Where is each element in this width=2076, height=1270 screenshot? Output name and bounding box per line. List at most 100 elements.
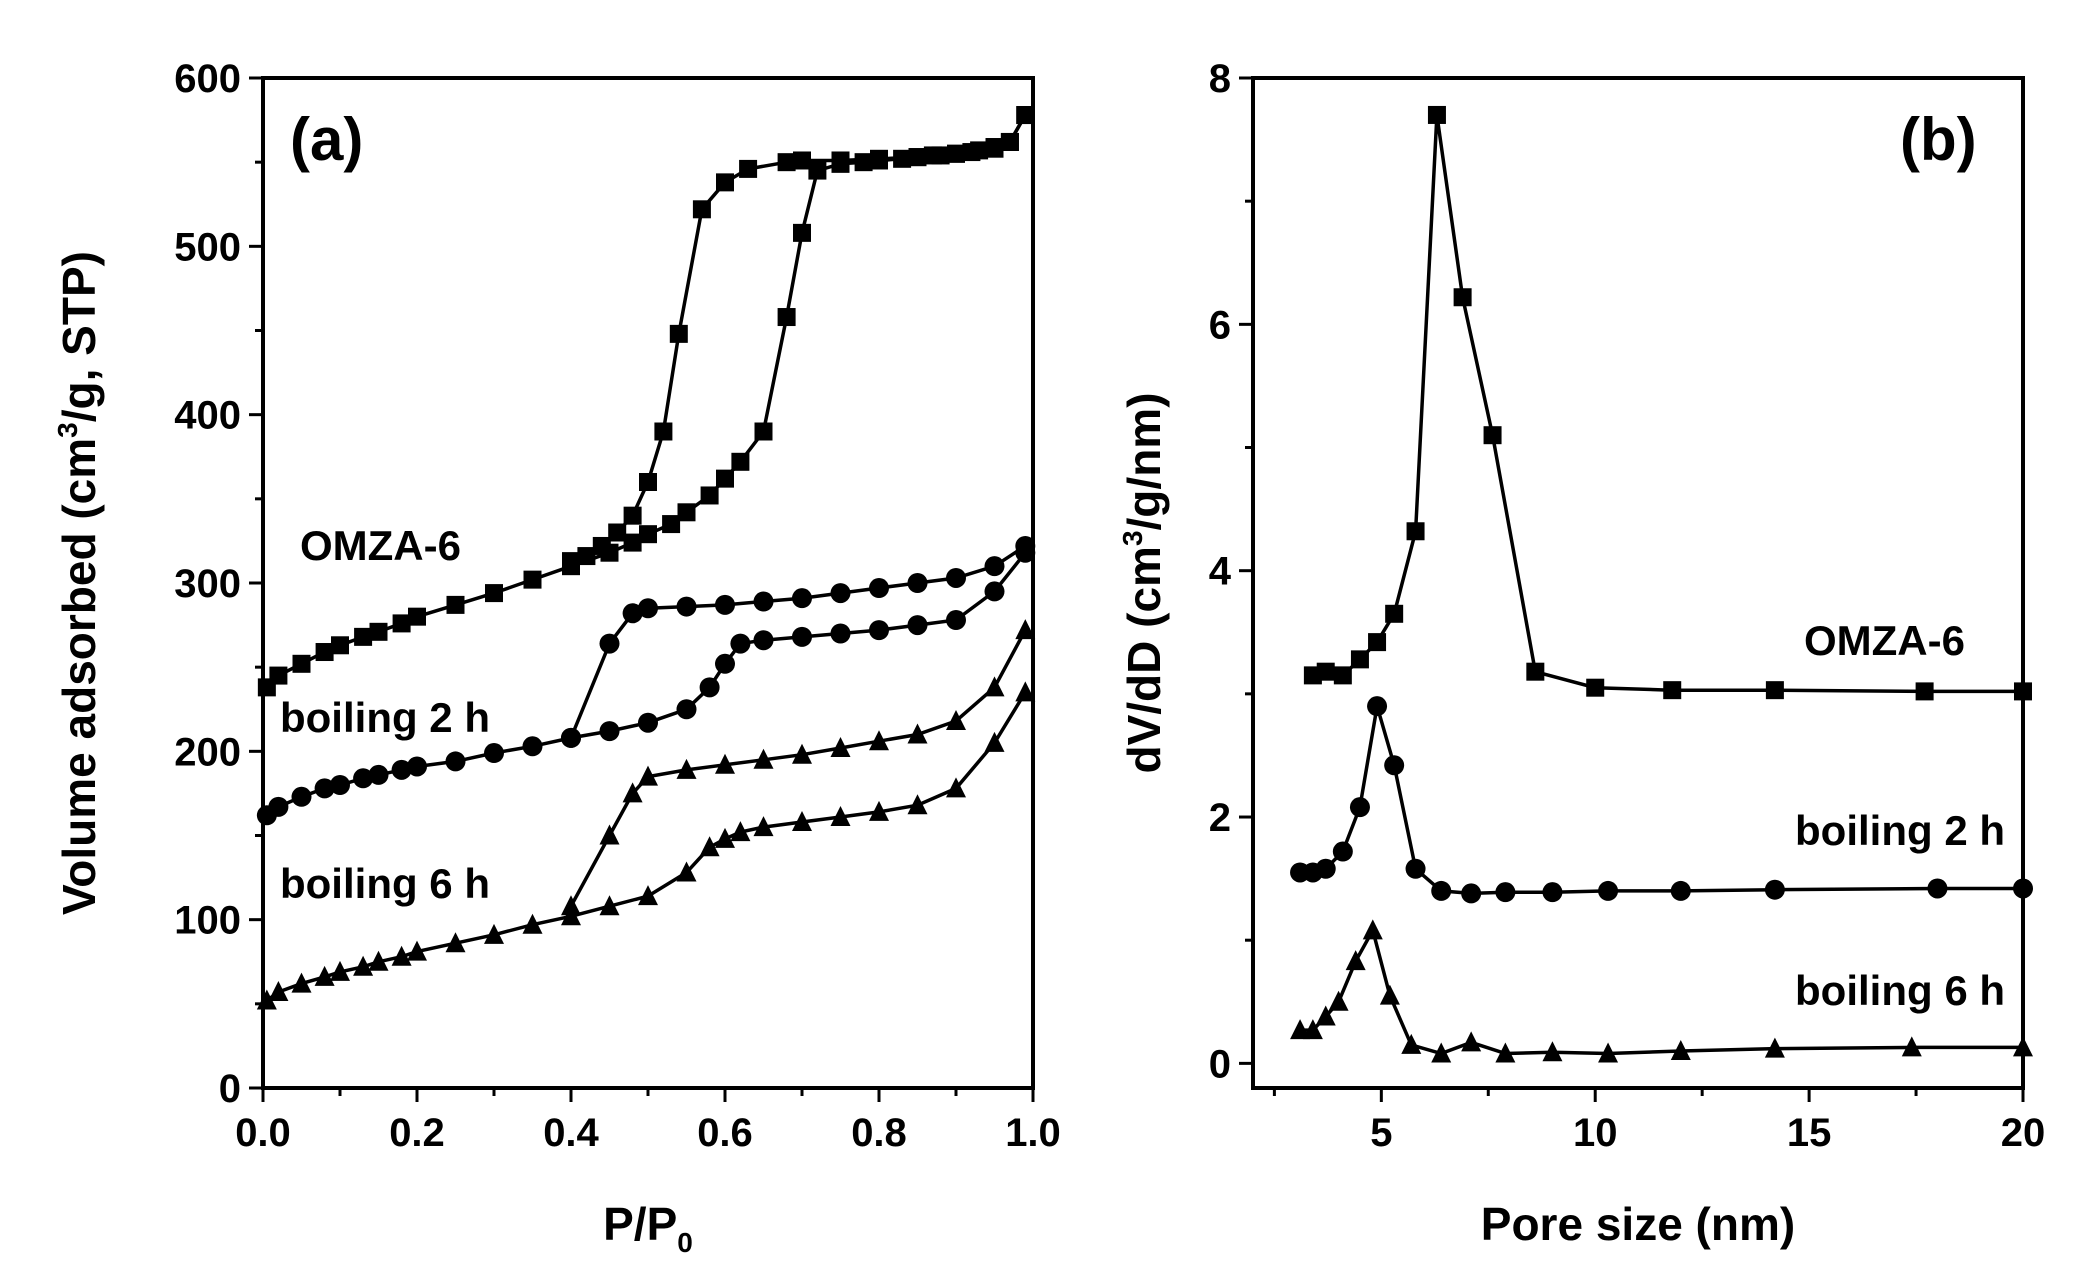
data-point-boiling-6-h: [1401, 1033, 1422, 1054]
data-point-omza-6: [793, 151, 811, 170]
data-point-omza-6: [1765, 681, 1784, 700]
panel-a-series-label-omza6: OMZA-6: [300, 522, 461, 569]
data-point-boiling-2-h: [1461, 883, 1482, 904]
panel-b-ylabel-part2: /g/nm): [1118, 392, 1170, 530]
data-point-omza-6: [608, 523, 627, 542]
data-point-omza-6: [1406, 522, 1425, 541]
data-point-omza-6: [269, 666, 288, 685]
data-point-boiling-6-h: [1290, 1019, 1311, 1040]
panel-a-ylabel-part2: /g, STP): [53, 251, 105, 422]
panel-a-label: (a): [290, 106, 363, 173]
data-point-boiling-2-h: [753, 591, 774, 612]
panel-b-series-label-boiling6h: boiling 6 h: [1795, 967, 2005, 1014]
series-line-omza-6-0: [1312, 114, 2023, 694]
y-tick-label: 600: [174, 57, 241, 101]
data-point-boiling-6-h: [676, 861, 697, 882]
panel-a-xlabel-sub: 0: [677, 1227, 693, 1258]
data-point-boiling-6-h: [1015, 681, 1036, 702]
data-point-boiling-6-h: [622, 782, 643, 803]
y-tick-label: 4: [1209, 550, 1232, 594]
data-point-omza-6: [623, 533, 642, 552]
data-point-omza-6: [808, 161, 827, 180]
data-point-boiling-6-h: [792, 743, 812, 764]
data-point-omza-6: [1368, 633, 1387, 652]
data-point-omza-6: [962, 143, 981, 162]
data-point-omza-6: [700, 486, 719, 505]
data-point-boiling-6-h: [1302, 1019, 1323, 1040]
data-point-omza-6: [2014, 682, 2032, 701]
x-tick-label: 0.0: [235, 1111, 291, 1155]
data-point-boiling-2-h: [599, 721, 620, 742]
data-point-omza-6: [1333, 666, 1352, 685]
data-point-boiling-2-h: [699, 677, 720, 698]
data-point-omza-6: [446, 595, 465, 614]
data-point-omza-6: [1586, 678, 1605, 697]
data-point-boiling-6-h: [256, 989, 277, 1010]
data-point-boiling-2-h: [638, 598, 658, 619]
data-point-boiling-6-h: [907, 794, 928, 815]
data-point-boiling-2-h: [1431, 880, 1452, 901]
data-point-boiling-6-h: [1542, 1041, 1563, 1062]
data-point-omza-6: [623, 506, 642, 525]
data-point-boiling-6-h: [730, 821, 751, 842]
data-point-boiling-6-h: [445, 932, 466, 953]
x-tick-label: 10: [1573, 1111, 1618, 1155]
panel-a-ylabel: Volume adsorbed (cm3/g, STP): [52, 251, 105, 915]
data-point-boiling-2-h: [907, 573, 928, 593]
data-point-omza-6: [577, 547, 596, 566]
data-point-boiling-2-h: [391, 759, 412, 780]
data-point-omza-6: [777, 308, 796, 327]
data-point-omza-6: [677, 503, 696, 522]
data-point-omza-6: [562, 552, 580, 571]
data-point-omza-6: [1453, 288, 1472, 307]
data-point-boiling-2-h: [676, 596, 697, 617]
data-point-omza-6: [654, 422, 673, 441]
data-point-boiling-6-h: [699, 836, 720, 857]
data-point-boiling-2-h: [1405, 858, 1426, 879]
panel-b-frame: [1251, 76, 2025, 1090]
data-point-omza-6: [754, 422, 773, 441]
data-point-boiling-6-h: [1598, 1042, 1619, 1063]
data-point-omza-6: [985, 139, 1004, 158]
data-point-omza-6: [639, 473, 657, 491]
x-tick-label: 1.0: [1005, 1111, 1061, 1155]
series-line-boiling-6-h-1: [569, 629, 1027, 908]
data-point-omza-6: [692, 200, 711, 219]
y-tick-label: 0: [1209, 1042, 1231, 1086]
data-point-boiling-2-h: [792, 626, 812, 647]
data-point-boiling-6-h: [1015, 619, 1036, 640]
data-point-omza-6: [592, 536, 611, 555]
x-tick-label: 5: [1370, 1111, 1392, 1155]
panel-a-ylabel-part1: Volume adsorbed (cm: [53, 438, 105, 915]
data-point-omza-6: [1427, 105, 1446, 124]
data-point-omza-6: [354, 627, 373, 646]
data-point-boiling-2-h: [1015, 535, 1036, 556]
data-point-boiling-2-h: [715, 653, 735, 674]
data-point-omza-6: [392, 614, 411, 633]
data-point-boiling-2-h: [830, 623, 851, 644]
x-tick-label: 15: [1787, 1111, 1832, 1155]
data-point-boiling-2-h: [869, 620, 889, 641]
y-tick-label: 2: [1209, 796, 1231, 840]
data-point-omza-6: [923, 146, 942, 165]
panel-a-xlabel-main: P/P: [603, 1198, 677, 1250]
panel-a-isotherms: 0.0 0.2 0.4 0.6 0.8 1.0 0 100 200 300 400 500 600 (a…: [52, 57, 1061, 1258]
data-point-boiling-2-h: [1349, 797, 1370, 818]
panel-b-ylabel-part1: dV/dD (cm: [1118, 546, 1170, 773]
panel-b-pore-distribution: 5 10 15 20 0 2 4 6 8 (b) OMZA-6 boiling 2 h boil…: [1117, 57, 2045, 1250]
data-point-boiling-2-h: [638, 712, 658, 733]
data-point-omza-6: [1483, 426, 1502, 445]
x-tick-label: 0.8: [851, 1111, 907, 1155]
data-point-boiling-2-h: [869, 578, 889, 599]
panel-a-ticks: 0.0 0.2 0.4 0.6 0.8 1.0 0 100 200 300 400 500 600: [174, 57, 1061, 1155]
data-point-omza-6: [831, 151, 850, 170]
panel-b-series-label-boiling2h: boiling 2 h: [1795, 807, 2005, 854]
data-point-boiling-2-h: [792, 588, 812, 609]
data-point-boiling-6-h: [1901, 1036, 1922, 1057]
data-point-boiling-2-h: [1598, 880, 1619, 901]
data-point-boiling-6-h: [676, 758, 697, 779]
data-point-boiling-2-h: [522, 736, 543, 757]
data-point-boiling-6-h: [946, 777, 966, 798]
data-point-boiling-6-h: [268, 981, 289, 1002]
data-point-boiling-2-h: [753, 630, 774, 651]
